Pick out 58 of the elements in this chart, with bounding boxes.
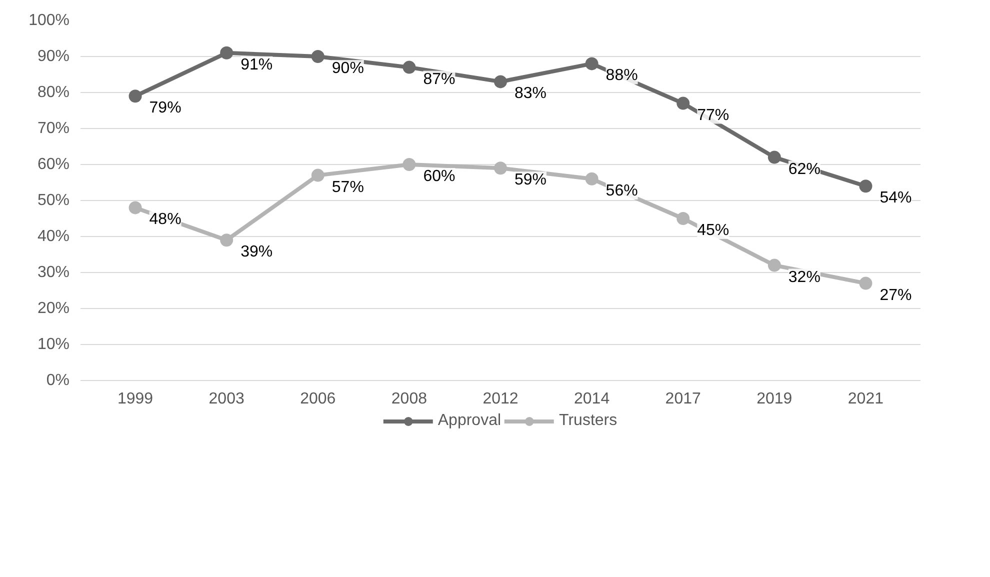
point	[676, 212, 690, 225]
point	[585, 57, 598, 70]
x-tick-label: 2014	[574, 390, 610, 408]
y-tick-label: 70%	[37, 120, 70, 137]
y-tick-label: 10%	[37, 336, 70, 353]
point	[128, 201, 142, 214]
data-label: 39%	[240, 244, 273, 261]
point	[585, 172, 598, 186]
data-label: 90%	[332, 60, 364, 77]
x-tick-label: 1999	[117, 390, 154, 408]
data-label: 45%	[697, 222, 730, 239]
y-tick-label: 30%	[37, 264, 70, 281]
point	[220, 234, 234, 247]
data-label: 88%	[606, 67, 638, 84]
y-tick-label: 80%	[37, 84, 70, 101]
data-label: 56%	[606, 182, 638, 200]
data-label: 57%	[332, 178, 364, 196]
data-label: 48%	[149, 211, 182, 228]
point	[311, 168, 324, 182]
legend-label: Approval	[438, 412, 502, 430]
x-tick-label: 2017	[665, 390, 702, 408]
x-tick-label: 2006	[300, 390, 336, 408]
legend-label: Trusters	[559, 412, 618, 430]
data-label: 77%	[697, 106, 730, 124]
data-label: 32%	[788, 268, 820, 286]
y-tick-label: 90%	[37, 48, 70, 65]
y-tick-label: 40%	[37, 228, 70, 245]
data-label: 27%	[880, 286, 912, 304]
x-tick-label: 2008	[391, 390, 428, 408]
y-tick-label: 100%	[28, 12, 70, 29]
point	[220, 46, 234, 60]
point	[676, 96, 690, 110]
data-label: 62%	[788, 160, 820, 178]
data-label: 60%	[423, 168, 456, 185]
y-tick-label: 60%	[37, 156, 70, 173]
point	[859, 276, 872, 290]
point	[402, 60, 416, 74]
y-tick-label: 50%	[37, 192, 70, 209]
y-tick-label: 20%	[37, 300, 70, 317]
point	[768, 258, 781, 272]
point	[402, 158, 416, 171]
x-tick-label: 2012	[482, 390, 518, 408]
point	[311, 50, 324, 63]
data-label: 91%	[240, 56, 273, 74]
point	[768, 150, 781, 164]
point	[494, 162, 507, 175]
x-tick-label: 2021	[848, 390, 884, 408]
point	[494, 75, 507, 88]
data-label: 83%	[514, 85, 547, 102]
x-tick-label: 2003	[208, 390, 244, 408]
data-label: 59%	[514, 172, 547, 189]
point	[859, 180, 872, 193]
y-tick-label: 0%	[46, 372, 70, 389]
x-tick-label: 2019	[756, 390, 792, 408]
data-label: 54%	[880, 190, 912, 207]
point	[128, 90, 142, 103]
data-label: 87%	[423, 70, 456, 88]
data-label: 79%	[149, 100, 182, 117]
